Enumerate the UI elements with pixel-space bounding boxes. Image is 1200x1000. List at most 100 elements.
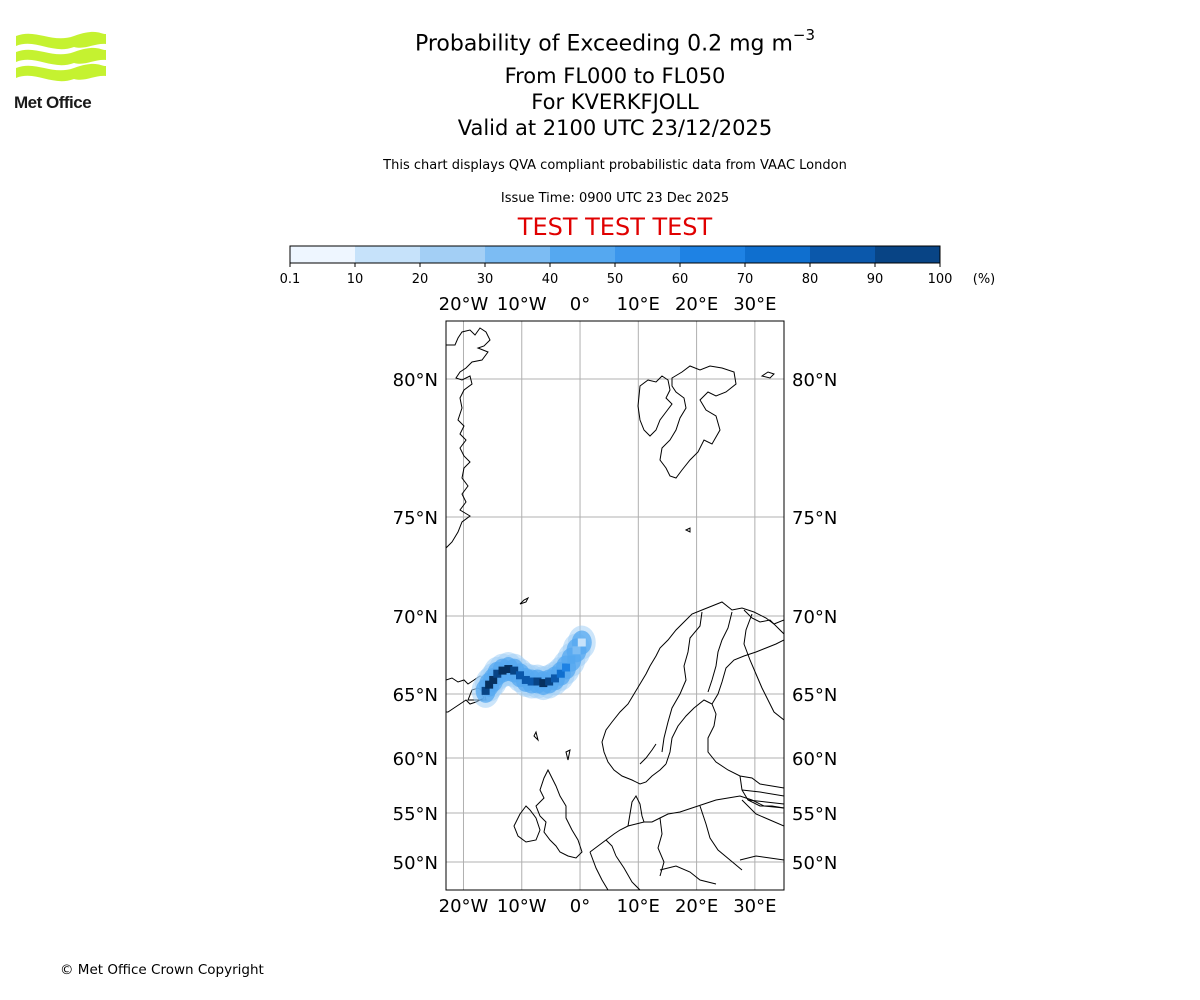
colorbar-segment (615, 246, 681, 263)
border-netherlands (605, 839, 617, 857)
plume-cell (562, 663, 571, 672)
colorbar-segment (355, 246, 421, 263)
border-belarus (741, 799, 784, 827)
coastline-shetland (565, 749, 571, 761)
lat-tick-label: 50°N (393, 853, 438, 874)
colorbar-segment (290, 246, 356, 263)
coastline-ireland (513, 805, 541, 843)
plume-cell (493, 669, 502, 678)
border-poland-east (699, 805, 743, 871)
chart-title: Probability of Exceeding 0.2 mg m−3 (0, 26, 1200, 57)
coastline-baltic-states (739, 775, 784, 809)
coastline-baltic (665, 699, 784, 789)
colorbar-tick-label: 100 (928, 272, 953, 287)
met-office-logo: Met Office (14, 30, 108, 112)
coastline-faroe (533, 730, 539, 742)
lat-tick-label: 65°N (792, 685, 837, 706)
plume-cell (556, 669, 565, 678)
lon-tick-label: 20°W (439, 896, 489, 917)
lat-tick-label: 65°N (393, 685, 438, 706)
border-germany-poland (657, 817, 665, 877)
map-frame (445, 320, 785, 891)
plume-cell (577, 638, 586, 647)
chart-description: This chart displays QVA compliant probab… (383, 158, 847, 173)
logo-text: Met Office (14, 93, 91, 112)
colorbar-segment (420, 246, 486, 263)
plume-cell (572, 646, 581, 655)
border-germany-south (615, 855, 641, 890)
axis-labels: 20°W 20°W 10°W 10°W 0° 0° 10°E 10°E 20°E 20°E 30°E… (393, 294, 838, 917)
title-prefix: Probability of Exceeding 0.2 mg m (414, 31, 793, 57)
lon-tick-label: 0° (570, 294, 590, 315)
colorbar-tick-label: 80 (802, 272, 819, 287)
coastline-kvitoya (760, 371, 775, 379)
colorbar-tick-label: 40 (542, 272, 559, 287)
lat-tick-label: 55°N (792, 804, 837, 825)
colorbar-segment (745, 246, 811, 263)
lat-tick-label: 75°N (393, 508, 438, 529)
colorbar-tick-label: 70 (737, 272, 754, 287)
test-banner: TEST TEST TEST (517, 213, 713, 241)
colorbar-segment (810, 246, 876, 263)
colorbar-segment (680, 246, 746, 263)
border-norway-sweden-south (639, 743, 657, 765)
colorbar-tick-label: 50 (607, 272, 624, 287)
ash-plume (471, 625, 596, 708)
coastline-great-britain (535, 768, 583, 859)
border-sweden-finland (707, 611, 733, 693)
plume-cell (567, 655, 576, 664)
lat-tick-label: 80°N (393, 370, 438, 391)
plume-cell (533, 677, 542, 686)
lat-tick-label: 60°N (792, 749, 837, 770)
colorbar-tick-label: 0.1 (280, 272, 301, 287)
copyright: © Met Office Crown Copyright (60, 962, 264, 978)
plume-cell (510, 666, 519, 675)
colorbar-tick-label: 60 (672, 272, 689, 287)
lon-tick-label: 10°W (497, 896, 547, 917)
lat-tick-label: 55°N (393, 804, 438, 825)
border-finland-russia (743, 613, 784, 721)
border-baltic-1 (741, 789, 784, 797)
lon-tick-label: 20°E (675, 294, 718, 315)
coastline-norway (601, 601, 784, 785)
plume-cell (521, 675, 530, 684)
coastline-finland-north (711, 639, 784, 705)
plume-cell (527, 677, 536, 686)
met-office-waves-icon: Met Office (14, 31, 106, 112)
border-norway-sweden (661, 611, 703, 753)
colorbar: 0.1 10 20 30 40 50 60 70 80 90 100 (%) (280, 245, 995, 287)
lat-tick-label: 70°N (792, 607, 837, 628)
lon-tick-label: 0° (570, 896, 590, 917)
lat-tick-label: 60°N (393, 749, 438, 770)
colorbar-segment (485, 246, 551, 263)
lon-tick-label: 20°E (675, 896, 718, 917)
border-czech (659, 865, 717, 885)
lon-tick-label: 20°W (439, 294, 489, 315)
lat-tick-label: 70°N (393, 607, 438, 628)
lon-tick-label: 10°W (497, 294, 547, 315)
valid-time: Valid at 2100 UTC 23/12/2025 (457, 116, 773, 140)
coastline-svalbard-east (659, 365, 737, 479)
plume-cell (516, 671, 525, 680)
plume-cell (481, 686, 490, 695)
plume-cell (550, 674, 559, 683)
colorbar-tick-label: 90 (867, 272, 884, 287)
map-gridlines (446, 321, 784, 890)
volcano-location: For KVERKFJOLL (531, 90, 699, 114)
lat-tick-label: 50°N (792, 853, 837, 874)
coastline-jan-mayen (519, 596, 530, 605)
lat-tick-label: 75°N (792, 508, 837, 529)
border-ukraine (739, 855, 784, 861)
colorbar-segment (875, 246, 941, 263)
border-france (589, 851, 609, 890)
coastline-jutland (627, 795, 645, 827)
plume-cell (489, 675, 498, 684)
coastline-continent (589, 795, 784, 853)
colorbar-segment (550, 246, 616, 263)
lon-tick-label: 10°E (617, 896, 660, 917)
plume-cell (539, 679, 548, 688)
lon-tick-label: 30°E (733, 294, 776, 315)
lat-tick-label: 80°N (792, 370, 837, 391)
colorbar-tick-label: 20 (412, 272, 429, 287)
